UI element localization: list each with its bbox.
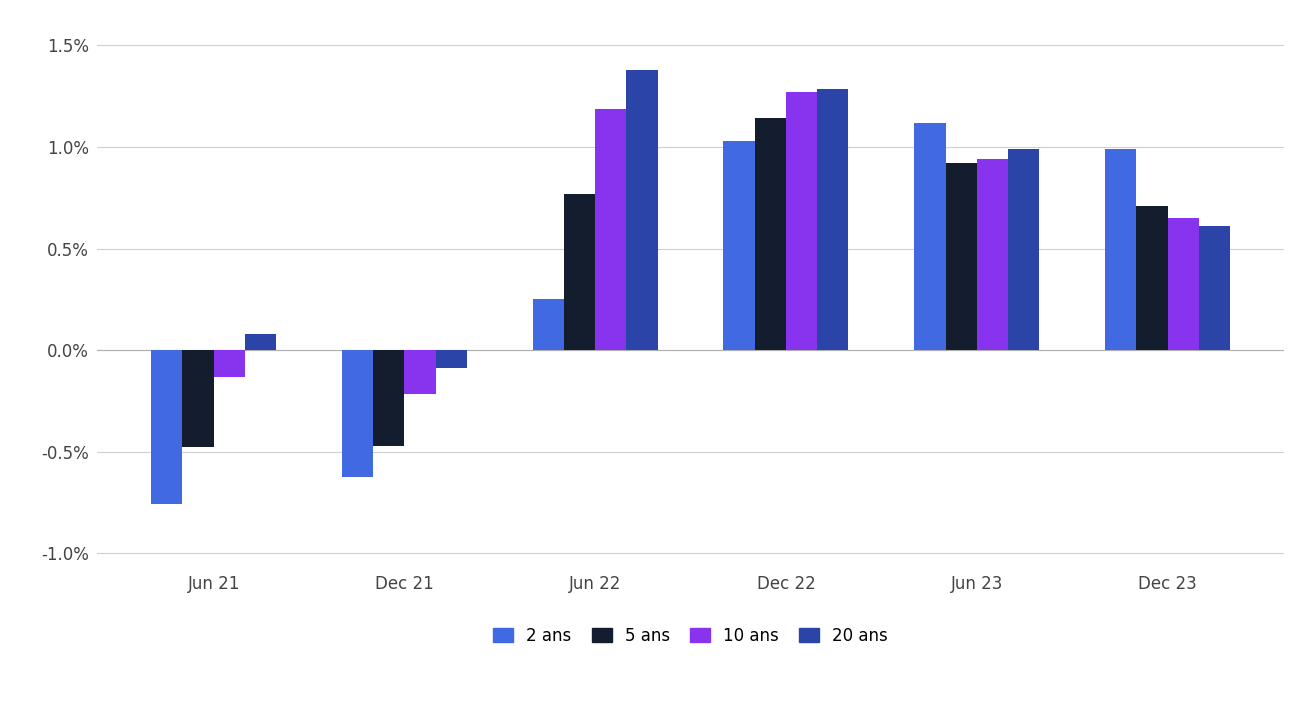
Bar [213,350,246,376]
Bar [1199,226,1230,350]
Bar [595,109,626,350]
Bar [626,70,657,350]
Bar [182,350,213,447]
Bar [435,350,466,369]
Bar [977,160,1008,350]
Bar [786,92,817,350]
Bar [373,350,404,446]
Bar [533,299,564,350]
Bar [151,350,182,503]
Bar [755,118,786,350]
Bar [1137,206,1168,350]
Bar [342,350,373,477]
Bar [817,89,848,350]
Bar [914,123,946,350]
Bar [724,141,755,350]
Bar [1105,149,1137,350]
Bar [946,163,977,350]
Bar [404,350,435,393]
Bar [1168,218,1199,350]
Legend: 2 ans, 5 ans, 10 ans, 20 ans: 2 ans, 5 ans, 10 ans, 20 ans [494,627,889,644]
Bar [564,194,595,350]
Bar [1008,149,1039,350]
Bar [246,334,277,350]
